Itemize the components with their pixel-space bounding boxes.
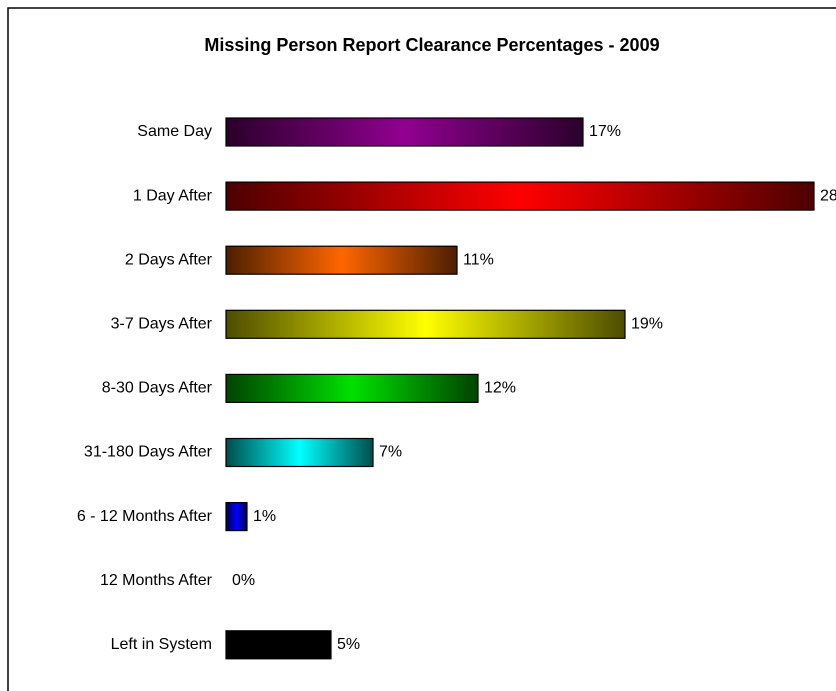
- bar: [225, 309, 626, 339]
- category-label: 1 Day After: [133, 187, 213, 204]
- bar: [225, 373, 479, 403]
- value-label: 5%: [337, 636, 360, 653]
- value-label: 1%: [253, 508, 276, 525]
- value-label: 28%: [820, 187, 836, 204]
- category-label: 3-7 Days After: [111, 316, 213, 333]
- category-label: 31-180 Days After: [84, 444, 213, 461]
- value-label: 0%: [232, 572, 255, 589]
- bar: [225, 181, 815, 211]
- category-label: Same Day: [137, 123, 212, 140]
- value-label: 7%: [379, 444, 402, 461]
- bar: [225, 502, 248, 532]
- category-label: 6 - 12 Months After: [77, 508, 213, 525]
- bar: [225, 630, 332, 660]
- chart-title: Missing Person Report Clearance Percenta…: [204, 35, 659, 55]
- value-label: 17%: [589, 123, 621, 140]
- bar: [225, 437, 374, 468]
- value-label: 19%: [631, 316, 663, 333]
- category-label: 2 Days After: [125, 251, 213, 268]
- category-label: 12 Months After: [100, 572, 213, 589]
- category-label: 8-30 Days After: [102, 380, 213, 397]
- category-label: Left in System: [111, 636, 212, 653]
- bar: [225, 117, 584, 147]
- value-label: 12%: [484, 380, 516, 397]
- bar: [225, 245, 458, 275]
- value-label: 11%: [463, 251, 494, 268]
